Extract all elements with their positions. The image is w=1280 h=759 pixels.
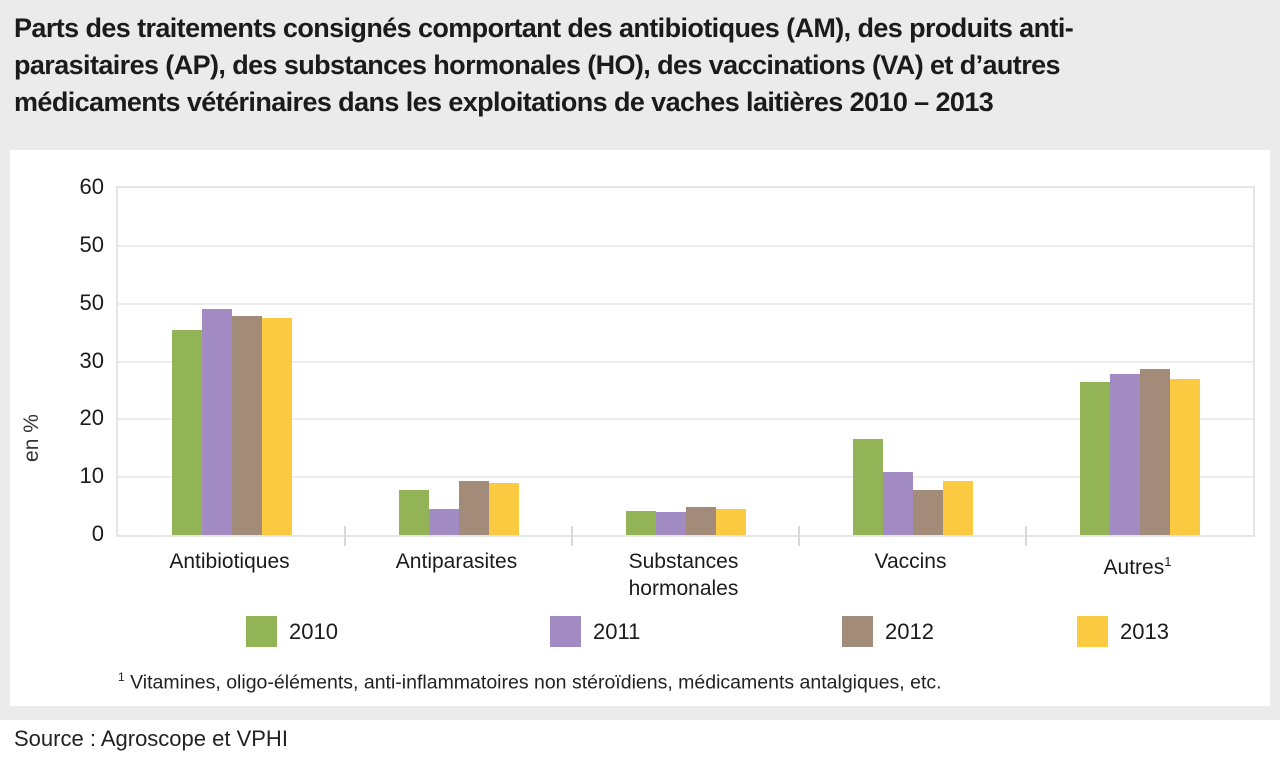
bar-2012-antibiotiques	[231, 316, 262, 535]
x-category-label-text: Autres	[1103, 556, 1165, 579]
x-category-label-substances-hormonales: Substances hormonales	[570, 548, 797, 602]
bar-2011-autres	[1109, 373, 1140, 535]
bar-2012-antiparasites	[458, 480, 489, 535]
figure-header-and-chart-background: Parts des traitements consignés comporta…	[0, 0, 1280, 720]
bar-2012-substances-hormonales	[685, 507, 716, 535]
plot-area	[116, 186, 1255, 546]
y-tick-label: 30	[79, 347, 104, 373]
bar-2010-vaccins	[852, 439, 883, 535]
bar-2010-autres	[1079, 381, 1110, 535]
x-category-label-antiparasites: Antiparasites	[343, 548, 570, 575]
y-tick-label: 50	[79, 289, 104, 315]
category-footnote-marker: 1	[1164, 554, 1172, 569]
bar-2013-substances-hormonales	[715, 508, 746, 535]
bar-2010-antibiotiques	[171, 330, 202, 535]
y-tick-label: 50	[79, 231, 104, 257]
legend-swatch-2011	[550, 616, 581, 647]
bar-2013-antibiotiques	[261, 317, 292, 535]
legend-swatch-2012	[842, 616, 873, 647]
legend-item-2010: 2010	[246, 616, 338, 647]
gridline-20	[118, 418, 1253, 421]
bar-2011-substances-hormonales	[655, 512, 686, 535]
y-tick-label: 10	[79, 463, 104, 489]
x-category-label-text: Vaccins	[874, 550, 947, 573]
x-category-label-antibiotiques: Antibiotiques	[116, 548, 343, 575]
legend-label-2010: 2010	[289, 618, 338, 644]
source-text: Source : Agroscope et VPHI	[14, 726, 288, 751]
legend-item-2013: 2013	[1077, 616, 1169, 647]
legend-swatch-2013	[1077, 616, 1108, 647]
legend-item-2011: 2011	[550, 616, 640, 647]
bar-2012-autres	[1139, 369, 1170, 535]
page-title-line-1: Parts des traitements consignés comporta…	[14, 13, 1074, 43]
x-category-label-text: Antiparasites	[395, 550, 518, 573]
bar-2010-antiparasites	[398, 490, 429, 535]
legend-item-2012: 2012	[842, 616, 934, 647]
x-category-label-text: Antibiotiques	[169, 550, 290, 573]
footnote-marker: 1	[118, 670, 125, 684]
y-tick-label: 20	[79, 405, 104, 431]
legend-label-2012: 2012	[885, 618, 934, 644]
bar-2013-antiparasites	[488, 482, 519, 535]
source-row: Source : Agroscope et VPHI	[0, 720, 1280, 759]
x-category-label-autres: Autres1	[1024, 548, 1251, 581]
footnote-text: Vitamines, oligo-éléments, anti-inflamma…	[124, 671, 942, 694]
bar-2013-vaccins	[942, 481, 973, 535]
x-category-label-vaccins: Vaccins	[797, 548, 1024, 575]
x-category-label-text: Substances hormonales	[628, 550, 739, 600]
bar-2011-antiparasites	[428, 508, 459, 535]
category-boundary-tick	[798, 526, 800, 546]
footnote: 1 Vitamines, oligo-éléments, anti-inflam…	[118, 670, 942, 695]
category-boundary-tick	[1025, 526, 1027, 546]
y-tick-label: 0	[91, 521, 104, 546]
gridline-10	[118, 476, 1253, 479]
legend-label-2013: 2013	[1120, 618, 1169, 644]
legend-label-2011: 2011	[593, 618, 641, 644]
y-tick-label: 60	[79, 174, 104, 199]
category-boundary-tick	[344, 526, 346, 546]
legend-swatch-2010	[246, 616, 277, 647]
bar-2013-autres	[1169, 379, 1200, 535]
bar-2012-vaccins	[912, 489, 943, 535]
category-boundary-tick	[571, 526, 573, 546]
page-title: Parts des traitements consignés comporta…	[14, 10, 1266, 121]
bar-2011-antibiotiques	[201, 309, 232, 535]
bar-2010-substances-hormonales	[625, 510, 656, 535]
gridline-50	[118, 244, 1253, 247]
chart-card: en % 60 50 50 30 20 10 0 Antibiotiques Antipara…	[10, 150, 1270, 706]
page-title-line-3: médicaments vétérinaires dans les exploi…	[14, 87, 994, 117]
bar-2011-vaccins	[882, 471, 913, 535]
gridline-30	[118, 360, 1253, 363]
gridline-50	[118, 302, 1253, 305]
page-title-line-2: parasitaires (AP), des substances hormon…	[14, 50, 1061, 80]
